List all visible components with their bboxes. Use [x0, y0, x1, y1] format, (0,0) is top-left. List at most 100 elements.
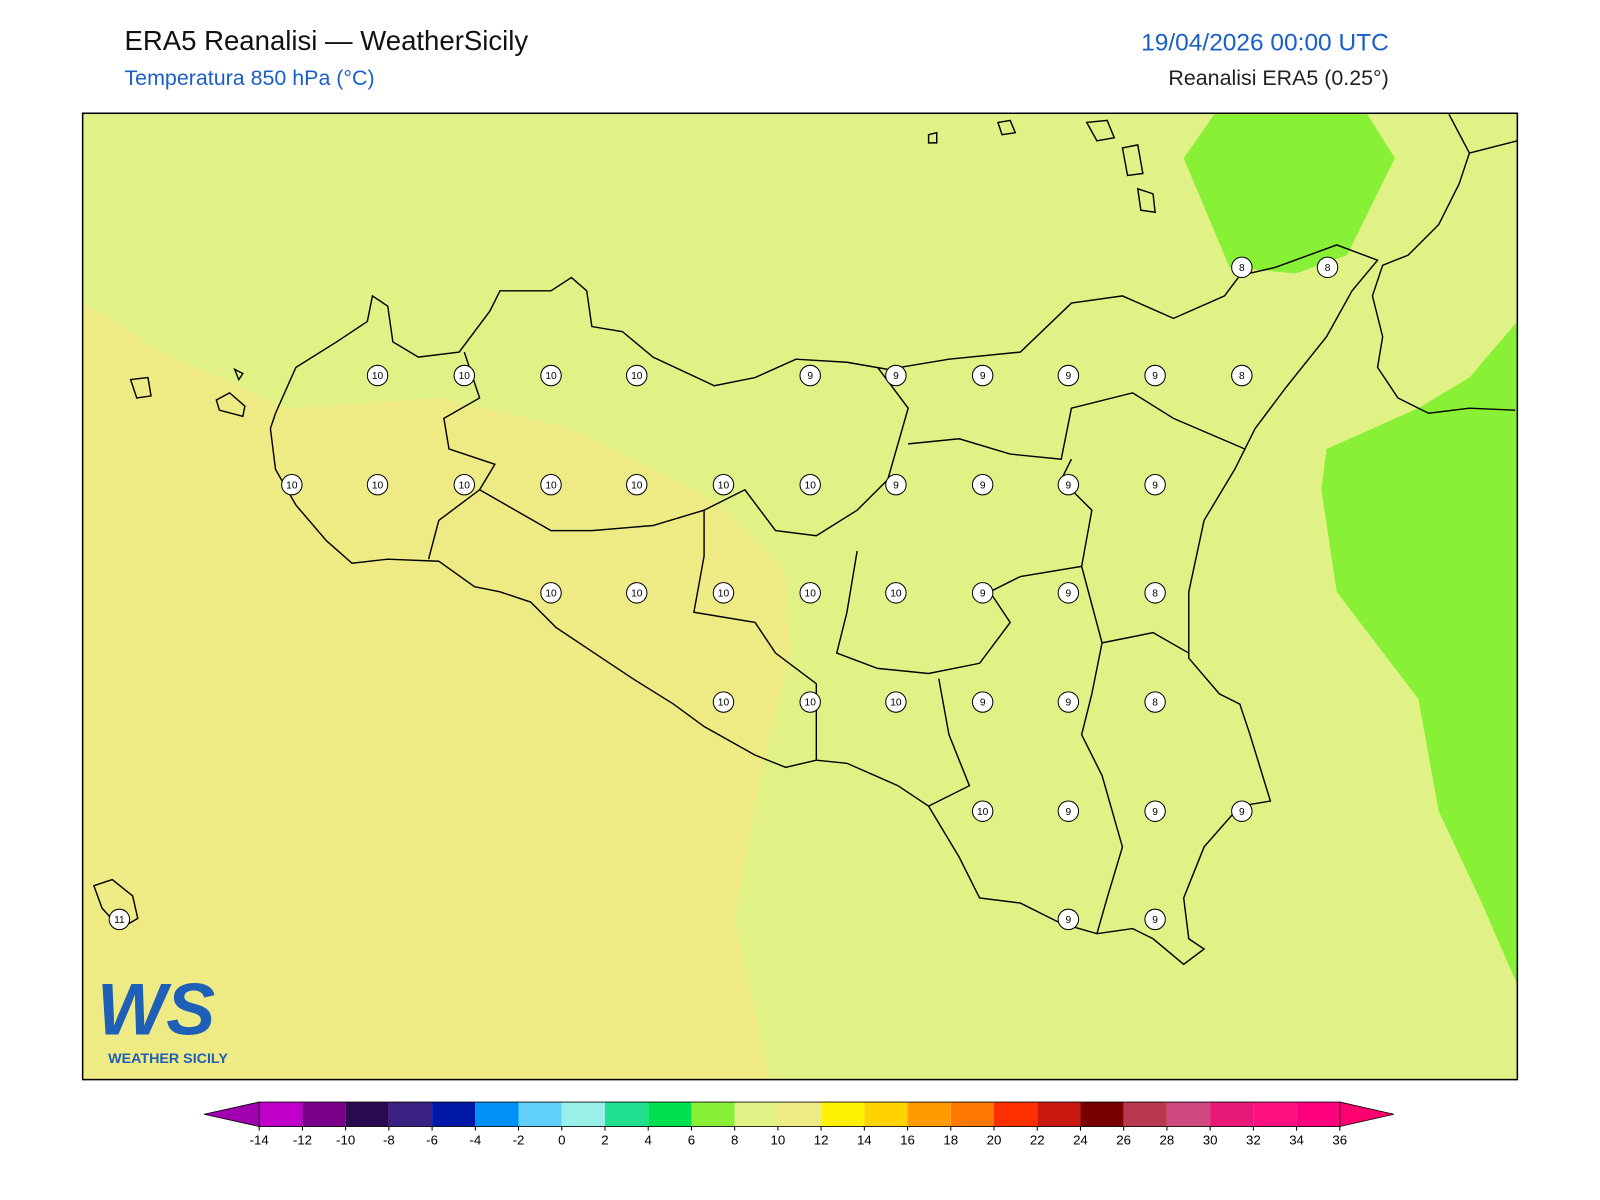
map-frame — [81, 112, 1519, 1081]
point-marker — [108, 908, 131, 931]
colorbar-tick-label: 16 — [900, 1132, 915, 1147]
point-label: 9 — [1152, 807, 1158, 818]
point-marker — [1057, 364, 1080, 387]
point-label: 10 — [459, 480, 471, 491]
colorbar-tick-label: 22 — [1030, 1132, 1045, 1147]
colorbar-tick-label: -4 — [469, 1132, 481, 1147]
point-label: 10 — [805, 480, 817, 491]
colorbar-box — [1296, 1102, 1340, 1127]
colorbar-box — [259, 1102, 303, 1127]
point-label: 8 — [1152, 589, 1158, 600]
point-label: 10 — [718, 698, 730, 709]
field-cool — [1183, 114, 1395, 274]
colorbar-box — [950, 1102, 994, 1127]
point-label: 10 — [545, 371, 557, 382]
point-marker — [885, 364, 907, 387]
point-marker — [1144, 800, 1166, 822]
colorbar-tick-label: -2 — [513, 1132, 525, 1147]
colorbar-box — [864, 1102, 908, 1127]
colorbar-tick-label: 26 — [1116, 1132, 1131, 1147]
point-label: 9 — [1152, 480, 1158, 491]
colorbar-box — [302, 1102, 346, 1127]
point-label: 10 — [977, 807, 989, 818]
point-label: 8 — [1325, 263, 1331, 274]
colorbar-tick-label: 14 — [857, 1132, 872, 1147]
colorbar-box — [1210, 1102, 1254, 1127]
colorbar-box — [777, 1102, 822, 1127]
point-marker — [1057, 800, 1080, 822]
point-marker — [1144, 364, 1166, 387]
colorbar-box — [1037, 1102, 1081, 1127]
colorbar-over — [1339, 1101, 1394, 1128]
point-marker — [1231, 364, 1253, 387]
colorbar-box — [821, 1102, 865, 1127]
colorbar-box — [1123, 1102, 1167, 1127]
point-label: 10 — [718, 589, 730, 600]
point-label: 9 — [1066, 480, 1072, 491]
point-marker — [1144, 908, 1166, 931]
colorbar-box — [1080, 1102, 1124, 1127]
logo-mark: WS — [97, 968, 215, 1051]
point-marker — [1231, 800, 1253, 822]
logo-text: WEATHER SICILY — [108, 1051, 228, 1067]
province-border — [427, 351, 1246, 934]
colorbar-tick-label: 34 — [1289, 1132, 1304, 1147]
point-marker — [366, 364, 389, 387]
point-label: 8 — [1239, 371, 1245, 382]
point-label: 9 — [980, 698, 986, 709]
point-marker — [626, 582, 648, 604]
colorbar-tick-label: 32 — [1246, 1132, 1261, 1147]
coastline — [269, 244, 1379, 966]
point-label: 9 — [1239, 807, 1245, 818]
point-marker — [971, 582, 994, 604]
title: ERA5 Reanalisi — WeatherSicily — [124, 25, 528, 56]
point-marker — [971, 691, 994, 713]
point-marker — [366, 473, 389, 496]
point-label: 9 — [980, 371, 986, 382]
point-label: 9 — [980, 480, 986, 491]
point-label: 9 — [1066, 807, 1072, 818]
colorbar-tick-label: 8 — [731, 1132, 738, 1147]
colorbar-tick-label: 36 — [1332, 1132, 1347, 1147]
point-label: 9 — [807, 371, 813, 382]
colorbar-tick-label: -8 — [383, 1132, 395, 1147]
field-cool — [1321, 321, 1518, 985]
point-marker — [712, 473, 735, 496]
coastline — [1371, 113, 1518, 415]
point-label: 8 — [1239, 263, 1245, 274]
point-marker — [1144, 473, 1166, 496]
logo: WS WEATHER SICILY — [97, 968, 228, 1067]
point-label: 10 — [631, 480, 643, 491]
colorbar-box — [604, 1102, 649, 1127]
point-label: 9 — [1152, 371, 1158, 382]
colorbar-tick-label: 20 — [987, 1132, 1002, 1147]
colorbar-tick-label: 12 — [814, 1132, 829, 1147]
colorbar-tick-label: 28 — [1160, 1132, 1175, 1147]
point-marker — [1057, 908, 1080, 931]
datetime: 19/04/2026 00:00 UTC — [1141, 29, 1389, 56]
point-label: 9 — [893, 480, 899, 491]
point-label: 9 — [1066, 589, 1072, 600]
point-marker — [626, 364, 648, 387]
colorbar-box — [432, 1102, 476, 1127]
point-label: 10 — [372, 371, 384, 382]
point-marker — [540, 473, 562, 496]
point-marker — [626, 473, 648, 496]
subtitle: Temperatura 850 hPa (°C) — [124, 66, 374, 90]
point-label: 10 — [631, 371, 643, 382]
point-marker — [885, 691, 907, 713]
colorbar-box — [345, 1102, 389, 1127]
point-marker — [540, 364, 562, 387]
station-points: 8 8 10 10 10 10 9 9 9 9 9 8 10 10 10 10 10 10 10 9 9 9 9 10 10 10… — [108, 256, 1339, 931]
colorbar-box — [1166, 1102, 1211, 1127]
point-marker — [1057, 582, 1080, 604]
point-label: 11 — [114, 915, 125, 926]
colorbar-box — [388, 1102, 433, 1127]
colorbar-box — [1253, 1102, 1297, 1127]
point-label: 10 — [372, 480, 384, 491]
colorbar-tick-label: -14 — [250, 1132, 269, 1147]
island — [92, 119, 1156, 930]
colorbar-tick-label: 24 — [1073, 1132, 1088, 1147]
point-marker — [885, 473, 907, 496]
colorbar-tick-label: -6 — [426, 1132, 438, 1147]
